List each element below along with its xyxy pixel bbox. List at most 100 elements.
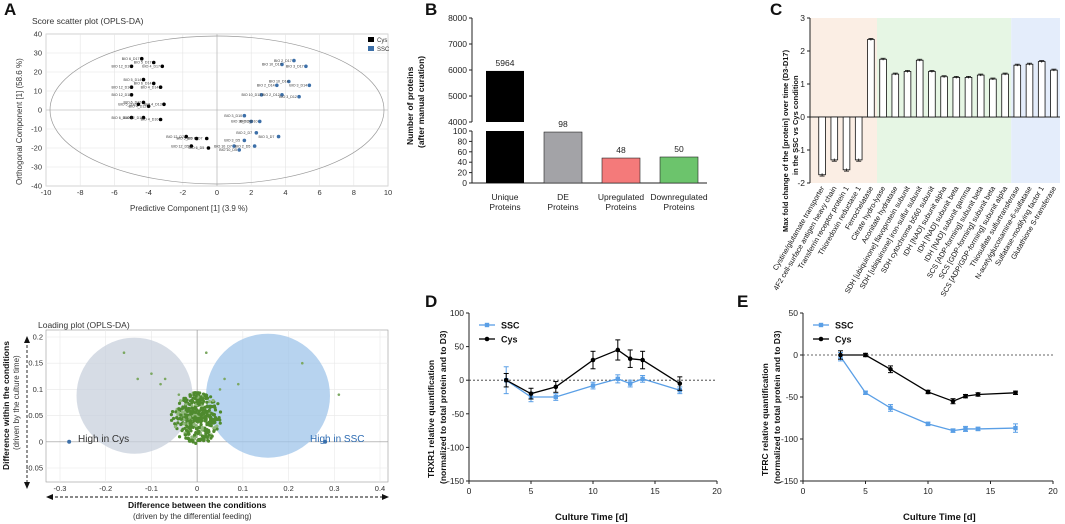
x-tick-label: 15 [986,486,996,496]
score-point-label: BIO 2_D7 [236,131,252,135]
b-data-label: 48 [616,145,626,155]
legend-label-ssc: SSC [501,321,520,331]
loading-point [190,412,194,416]
score-point-label: BIO 3_D7 [259,135,275,139]
score-point-ssc [276,134,281,139]
loading-point [205,400,209,404]
loading-point [177,407,181,411]
legend-label-cys: Cys [377,38,387,44]
loading-point [180,417,184,421]
score-hotelling-ellipse [49,35,385,185]
loading-x-tick-label: 0.3 [329,484,339,493]
score-point-label: BIO 12_D12 [112,93,132,97]
loading-point [173,424,178,429]
loading-x-tick-label: 0.2 [283,484,293,493]
y-tick-label: 50 [789,308,799,318]
b-y-tick-label: 5000 [448,91,467,101]
b-category-label: Proteins [663,202,694,212]
marker-cys [553,384,559,390]
marker-ssc [615,376,620,382]
region-label-high-cys: High in Cys [78,434,129,445]
loading-point-outlier [218,388,222,391]
b-y-tick-label: 6000 [448,65,467,75]
loading-point [190,435,194,439]
loading-point-outlier [223,377,226,381]
loading-point [190,398,194,402]
marker-ssc [888,405,893,411]
score-point-label: BIO 6_D14 [134,82,152,86]
loading-point [204,393,208,397]
b-bar [601,157,641,184]
marker-cys [975,392,981,397]
loading-point [177,435,182,439]
score-point-label: BIO 2_D17 [274,59,292,63]
score-point-label: BIO 5_D14 [123,78,141,82]
marker-ssc [1013,425,1018,431]
marker-cys [528,391,534,396]
y-tick-label: -150 [781,476,798,486]
c-bar [989,78,997,118]
score-y-tick-label: 0 [38,106,42,115]
c-bar [891,73,900,118]
loading-point [203,408,207,412]
loading-point [187,432,191,436]
score-point-label: BIO 3_D12 [279,95,297,99]
loading-y-tick-label: 0.2 [33,333,43,342]
loading-point [209,395,213,399]
loading-point [197,425,202,429]
b-y-tick-label: 20 [458,168,468,178]
score-point-label: BIO 12_D10 [123,116,143,120]
c-bar [867,39,875,118]
panel-letter-c: C [770,0,782,19]
loading-point [185,419,189,423]
score-point-cys [146,104,151,108]
marker-cys [677,381,683,386]
loading-point-outlier [150,372,153,375]
loading-point [202,437,206,441]
b-y-tick-label: 100 [453,126,467,136]
loading-point [211,398,215,403]
score-point-label: BIO 10_D12 [241,93,261,97]
loading-point [212,429,216,433]
b-category-label: Downregulated [650,192,707,202]
loading-point [215,427,219,431]
score-x-tick-label: -10 [41,188,52,197]
b-category-label: Proteins [489,202,520,212]
loading-point [178,399,183,403]
loading-point [218,410,223,414]
loading-point [204,396,208,401]
score-point-cys [141,77,146,82]
score-point-label: BIO 12_D5 [171,144,189,148]
legend-label-cys: Cys [501,335,518,345]
loading-point [191,439,195,443]
y-tick-label: -150 [447,476,464,486]
score-y-tick-label: 40 [34,30,42,39]
c-y-tick-label: -2 [797,178,805,188]
loading-x-tick-label: -0.1 [145,484,158,493]
b-bar [659,156,699,184]
loading-point [194,441,198,445]
b-category-label: Proteins [605,202,636,212]
score-point-cys [129,93,134,97]
loading-y-tick-label: -0.05 [26,464,43,473]
loading-point [215,417,219,422]
x-tick-label: 10 [923,486,933,496]
legend-marker-cys [484,336,490,342]
c-bar [879,58,887,118]
score-x-tick-label: 10 [384,188,392,197]
loading-point [208,422,213,426]
y-tick-label: 50 [455,342,465,352]
score-point-ssc [249,119,253,124]
c-y-sublabel: in the SSC vs Cys condition [791,75,800,175]
b-y-tick-label: 7000 [448,39,467,49]
score-point-ssc [275,83,279,88]
loading-point [203,419,207,423]
score-point-cys [151,60,156,65]
c-bar [964,77,973,118]
loading-point [175,416,179,420]
b-y-tick-label: 8000 [448,13,467,23]
loading-point [204,415,208,419]
loading-point [215,424,219,428]
